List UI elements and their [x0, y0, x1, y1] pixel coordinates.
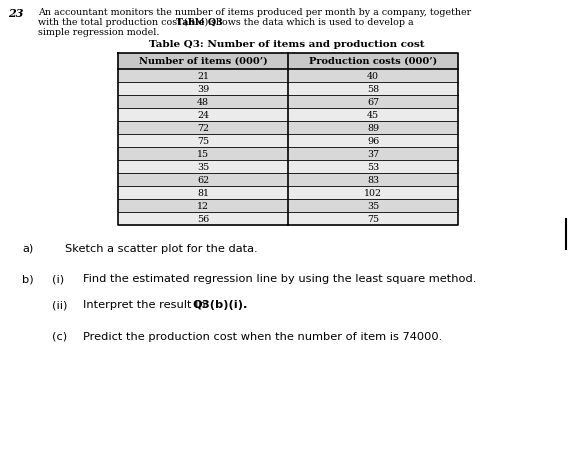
- Text: 35: 35: [197, 163, 209, 172]
- Text: 21: 21: [197, 72, 209, 81]
- Text: 56: 56: [197, 215, 209, 224]
- Bar: [118, 70, 458, 83]
- Text: Production costs (000’): Production costs (000’): [309, 57, 437, 66]
- Text: 12: 12: [197, 202, 209, 211]
- Bar: [118, 161, 458, 174]
- Text: (i): (i): [52, 273, 64, 283]
- Text: Number of items (000’): Number of items (000’): [139, 57, 267, 66]
- Bar: [118, 96, 458, 109]
- Text: 40: 40: [367, 72, 379, 81]
- Text: 67: 67: [367, 98, 379, 107]
- Text: An accountant monitors the number of items produced per month by a company, toge: An accountant monitors the number of ite…: [38, 8, 471, 17]
- Text: 23: 23: [8, 8, 24, 19]
- Text: 15: 15: [197, 150, 209, 159]
- Bar: [118, 174, 458, 187]
- Bar: [118, 122, 458, 135]
- Bar: [118, 83, 458, 96]
- Text: 53: 53: [367, 163, 379, 172]
- Text: Table Q3: Table Q3: [175, 18, 223, 27]
- Text: 102: 102: [364, 189, 382, 198]
- Text: 72: 72: [197, 124, 209, 133]
- Text: shows the data which is used to develop a: shows the data which is used to develop …: [209, 18, 414, 27]
- Text: 83: 83: [367, 175, 379, 184]
- Text: Interpret the result in: Interpret the result in: [83, 299, 209, 309]
- Bar: [118, 54, 458, 226]
- Bar: [118, 54, 458, 70]
- Text: 45: 45: [367, 111, 379, 120]
- Text: Sketch a scatter plot for the data.: Sketch a scatter plot for the data.: [65, 244, 258, 253]
- Text: a): a): [22, 244, 33, 253]
- Text: simple regression model.: simple regression model.: [38, 28, 159, 37]
- Bar: [118, 135, 458, 147]
- Text: Table Q3: Number of items and production cost: Table Q3: Number of items and production…: [150, 40, 425, 49]
- Text: Q3(b)(i).: Q3(b)(i).: [192, 299, 248, 309]
- Bar: [118, 147, 458, 161]
- Text: 75: 75: [367, 215, 379, 224]
- Text: 39: 39: [197, 85, 209, 94]
- Bar: [118, 187, 458, 199]
- Text: Predict the production cost when the number of item is 74000.: Predict the production cost when the num…: [83, 331, 442, 341]
- Bar: [118, 199, 458, 212]
- Bar: [118, 212, 458, 226]
- Text: 48: 48: [197, 98, 209, 107]
- Text: 75: 75: [197, 137, 209, 146]
- Text: b): b): [22, 273, 33, 283]
- Text: (c): (c): [52, 331, 67, 341]
- Text: 89: 89: [367, 124, 379, 133]
- Text: 62: 62: [197, 175, 209, 184]
- Bar: [118, 109, 458, 122]
- Text: with the total production cost (RM).: with the total production cost (RM).: [38, 18, 214, 27]
- Text: 37: 37: [367, 150, 379, 159]
- Text: 35: 35: [367, 202, 379, 211]
- Text: 81: 81: [197, 189, 209, 198]
- Text: 24: 24: [197, 111, 209, 120]
- Text: 96: 96: [367, 137, 379, 146]
- Text: (ii): (ii): [52, 299, 67, 309]
- Text: 58: 58: [367, 85, 379, 94]
- Text: Find the estimated regression line by using the least square method.: Find the estimated regression line by us…: [83, 273, 476, 283]
